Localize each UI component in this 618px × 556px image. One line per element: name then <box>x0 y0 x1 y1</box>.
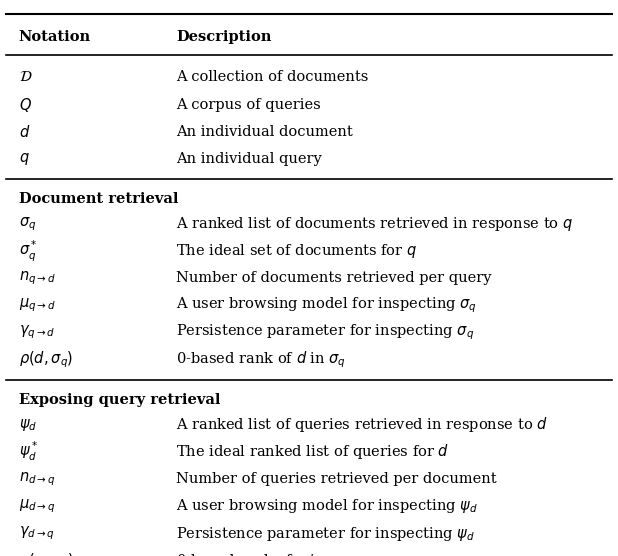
Text: $\rho(q,\psi_d)$: $\rho(q,\psi_d)$ <box>19 552 74 556</box>
Text: A user browsing model for inspecting $\sigma_q$: A user browsing model for inspecting $\s… <box>176 296 477 315</box>
Text: $\mu_{q\rightarrow d}$: $\mu_{q\rightarrow d}$ <box>19 297 56 314</box>
Text: $d$: $d$ <box>19 124 30 140</box>
Text: A corpus of queries: A corpus of queries <box>176 97 321 112</box>
Text: A collection of documents: A collection of documents <box>176 70 368 85</box>
Text: Persistence parameter for inspecting $\psi_d$: Persistence parameter for inspecting $\p… <box>176 525 475 543</box>
Text: $\mu_{d\rightarrow q}$: $\mu_{d\rightarrow q}$ <box>19 498 55 515</box>
Text: An individual document: An individual document <box>176 125 353 139</box>
Text: $\sigma_q$: $\sigma_q$ <box>19 215 36 232</box>
Text: Number of queries retrieved per document: Number of queries retrieved per document <box>176 472 497 486</box>
Text: $\gamma_{d\rightarrow q}$: $\gamma_{d\rightarrow q}$ <box>19 525 54 543</box>
Text: A ranked list of queries retrieved in response to $d$: A ranked list of queries retrieved in re… <box>176 415 548 434</box>
Text: Exposing query retrieval: Exposing query retrieval <box>19 393 220 406</box>
Text: A ranked list of documents retrieved in response to $q$: A ranked list of documents retrieved in … <box>176 215 574 233</box>
Text: An individual query: An individual query <box>176 152 322 166</box>
Text: Persistence parameter for inspecting $\sigma_q$: Persistence parameter for inspecting $\s… <box>176 323 474 342</box>
Text: $n_{d\rightarrow q}$: $n_{d\rightarrow q}$ <box>19 470 55 488</box>
Text: 0-based rank of $d$ in $\sigma_q$: 0-based rank of $d$ in $\sigma_q$ <box>176 350 346 370</box>
Text: Description: Description <box>176 30 271 44</box>
Text: $q$: $q$ <box>19 151 29 167</box>
Text: $\sigma_q^*$: $\sigma_q^*$ <box>19 239 37 264</box>
Text: The ideal set of documents for $q$: The ideal set of documents for $q$ <box>176 242 417 260</box>
Text: $Q$: $Q$ <box>19 96 32 113</box>
Text: Notation: Notation <box>19 30 91 44</box>
Text: $\psi_d$: $\psi_d$ <box>19 416 36 433</box>
Text: Document retrieval: Document retrieval <box>19 192 178 206</box>
Text: $\rho(d,\sigma_q)$: $\rho(d,\sigma_q)$ <box>19 350 73 370</box>
Text: Number of documents retrieved per query: Number of documents retrieved per query <box>176 271 492 285</box>
Text: 0-based rank of $q$ in $\psi_d$: 0-based rank of $q$ in $\psi_d$ <box>176 552 347 556</box>
Text: $\gamma_{q\rightarrow d}$: $\gamma_{q\rightarrow d}$ <box>19 324 55 341</box>
Text: A user browsing model for inspecting $\psi_d$: A user browsing model for inspecting $\p… <box>176 498 478 515</box>
Text: $\psi_d^*$: $\psi_d^*$ <box>19 440 38 464</box>
Text: The ideal ranked list of queries for $d$: The ideal ranked list of queries for $d$ <box>176 443 449 461</box>
Text: $n_{q\rightarrow d}$: $n_{q\rightarrow d}$ <box>19 270 56 287</box>
Text: $\mathcal{D}$: $\mathcal{D}$ <box>19 70 32 85</box>
